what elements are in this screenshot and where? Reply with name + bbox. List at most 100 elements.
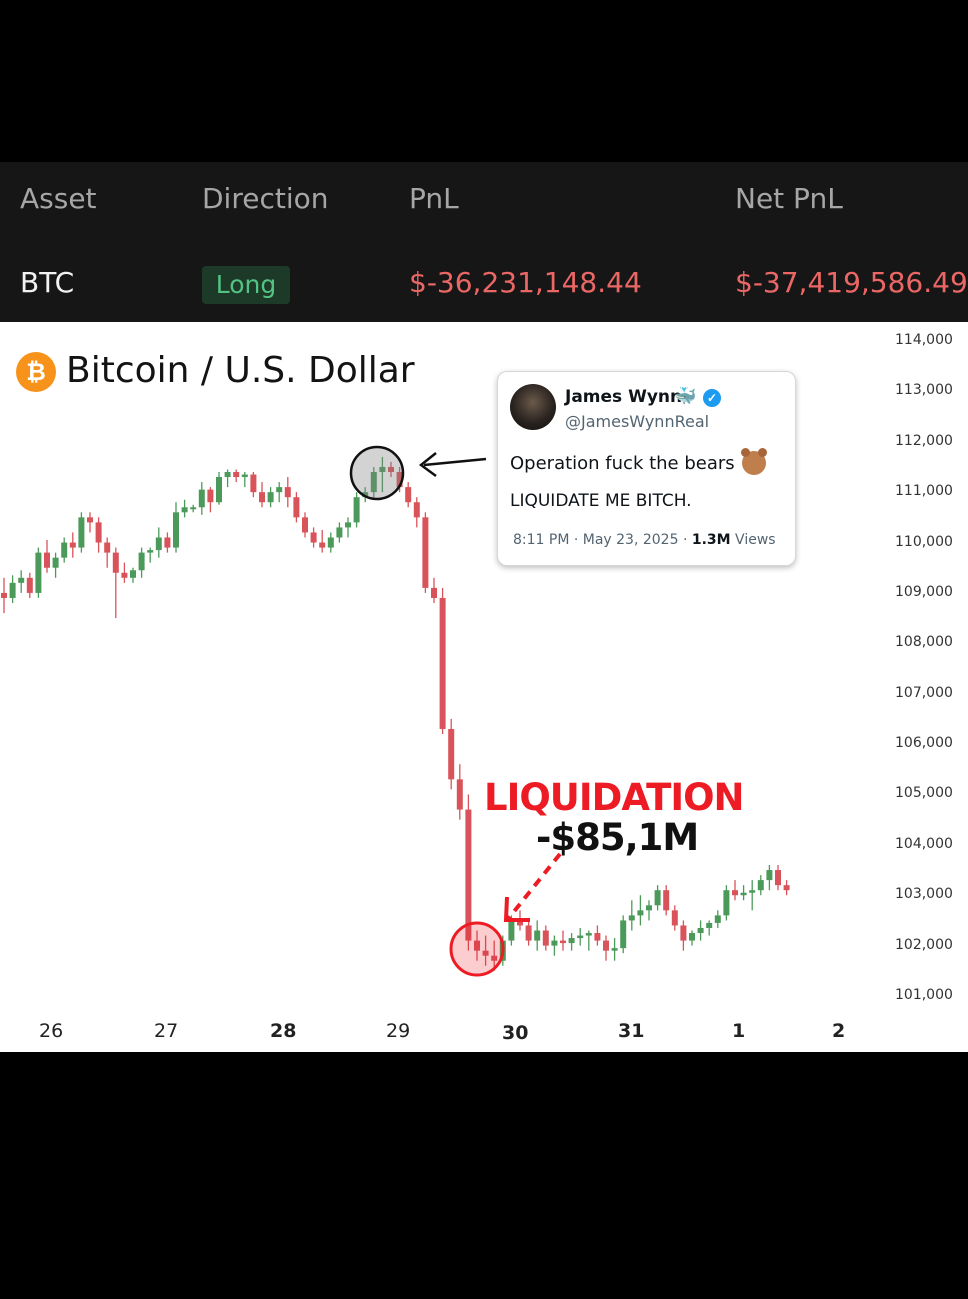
liquidation-amount: -$85,1M [536, 816, 699, 859]
candle-body [327, 537, 334, 548]
candle-body [233, 472, 240, 478]
candle-body [319, 542, 326, 548]
header-pnl: PnL [409, 182, 459, 215]
y-axis-tick-label: 111,000 [895, 483, 953, 500]
price-chart: ₿ Bitcoin / U.S. Dollar James Wynn 🐳 ✓ @… [0, 322, 968, 1052]
candle-body [534, 930, 541, 941]
candle-body [594, 933, 601, 941]
candle-body [637, 910, 644, 916]
candle-body [155, 537, 162, 551]
candle-body [689, 933, 695, 941]
candle-body [620, 920, 627, 949]
header-asset: Asset [20, 182, 97, 215]
candle-body [783, 885, 790, 891]
candle-body [35, 552, 42, 593]
candle-body [104, 542, 111, 553]
y-axis-tick-label: 103,000 [895, 886, 953, 903]
candle-body [577, 935, 584, 939]
candle-body [749, 890, 756, 893]
candle-body [181, 507, 188, 513]
candle-body [241, 474, 248, 478]
y-axis-tick-label: 107,000 [895, 684, 953, 701]
x-axis-tick-label: 31 [618, 1020, 645, 1042]
avatar [510, 384, 556, 430]
candle-body [69, 542, 76, 548]
candle-body [26, 577, 33, 593]
candle-body [353, 497, 360, 523]
candle-body [276, 487, 283, 493]
y-axis-tick-label: 112,000 [895, 432, 953, 449]
candle-body [1, 592, 7, 598]
candle-body [482, 950, 489, 956]
cell-asset: BTC [20, 266, 75, 299]
candle-body [44, 552, 50, 568]
candle-body [207, 489, 214, 503]
candle-body [362, 492, 369, 498]
x-axis-tick-label: 2 [832, 1020, 846, 1042]
chart-title: Bitcoin / U.S. Dollar [66, 350, 415, 391]
candle-body [560, 940, 566, 944]
x-axis-tick-label: 1 [732, 1020, 746, 1042]
candle-body [508, 920, 515, 941]
candle-body [250, 474, 257, 493]
y-axis-tick-label: 108,000 [895, 634, 953, 651]
candle-body [413, 502, 420, 518]
y-axis-tick-label: 104,000 [895, 835, 953, 852]
candle-body [190, 507, 197, 510]
liquidation-label: LIQUIDATION [484, 776, 745, 819]
tweet-card: James Wynn 🐳 ✓ @JamesWynnReal Operation … [497, 371, 796, 566]
candle-body [448, 728, 455, 780]
y-axis-tick-label: 102,000 [895, 936, 953, 953]
entry-highlight-circle [349, 445, 405, 501]
tweet-time-date: 8:11 PM · May 23, 2025 · [513, 532, 688, 548]
candle-body [310, 532, 317, 543]
candle-body [302, 517, 308, 533]
candle-body [525, 925, 532, 941]
x-axis-tick-label: 29 [386, 1020, 411, 1042]
candle-body [456, 779, 463, 810]
tweet-meta: 8:11 PM · May 23, 2025 · 1.3M Views [513, 532, 776, 548]
candle-body [370, 472, 377, 493]
candle-body [542, 930, 549, 946]
candle-body [216, 477, 222, 503]
candle-body [663, 890, 670, 911]
candle-body [284, 487, 291, 498]
candle-body [379, 466, 386, 472]
candle-body [147, 550, 154, 553]
candle-body [112, 552, 119, 573]
candle-body [680, 925, 687, 941]
liquidation-arrow-head [503, 896, 530, 922]
x-axis-tick-label: 30 [502, 1022, 529, 1044]
candle-body [697, 927, 704, 934]
candle-body [52, 557, 59, 568]
candle-body [61, 542, 68, 558]
candle-body [388, 466, 394, 472]
verified-icon: ✓ [703, 389, 721, 407]
tweet-text-line-2: LIQUIDATE ME BITCH. [510, 491, 692, 511]
candle-body [671, 910, 678, 926]
candle-body [766, 870, 773, 881]
y-axis-tick-label: 114,000 [895, 332, 953, 348]
candle-body [164, 537, 171, 548]
candle-body [611, 948, 618, 951]
candle-body [259, 492, 265, 503]
candle-body [757, 880, 764, 891]
candle-body [198, 489, 205, 508]
candle-body [121, 572, 128, 578]
candle-body [9, 582, 16, 598]
tweet-handle: @JamesWynnReal [565, 412, 710, 431]
candle-body [732, 890, 738, 896]
candle-body [465, 809, 472, 941]
candle-body [405, 487, 412, 503]
bitcoin-logo-icon: ₿ [16, 352, 56, 392]
cell-pnl: $-36,231,148.44 [409, 266, 642, 299]
candle-body [474, 940, 480, 951]
candle-body [491, 955, 498, 961]
x-axis-tick-label: 27 [154, 1020, 179, 1042]
candle-body [396, 472, 403, 488]
tweet-views-label: Views [735, 532, 776, 548]
candle-body [336, 527, 343, 538]
candle-body [654, 890, 661, 906]
cell-net-pnl: $-37,419,586.49 [735, 266, 968, 299]
candle-body [95, 522, 102, 543]
